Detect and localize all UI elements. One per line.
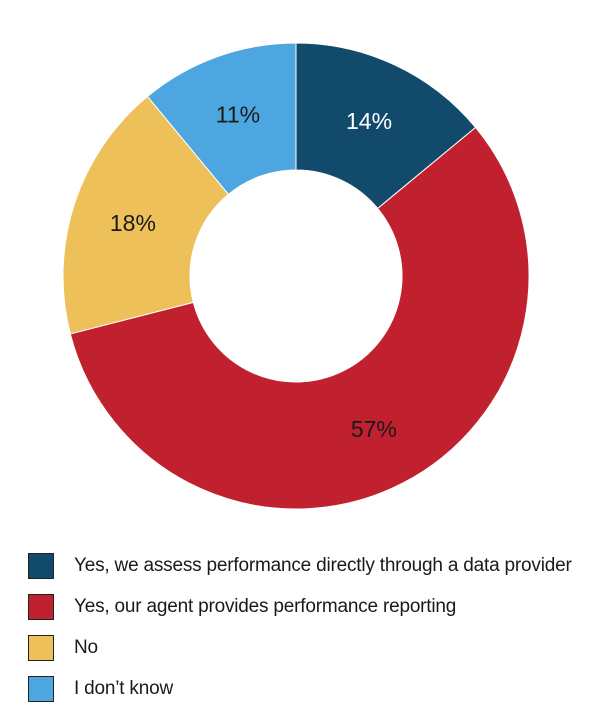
slice-value-label: 57%: [351, 416, 397, 442]
legend-swatch: [28, 553, 54, 579]
slice-value-label: 14%: [346, 108, 392, 134]
legend-item-data-provider: Yes, we assess performance directly thro…: [28, 552, 572, 580]
legend-swatch: [28, 635, 54, 661]
legend-label: I don’t know: [74, 678, 173, 699]
chart-legend: Yes, we assess performance directly thro…: [28, 552, 572, 716]
legend-item-no: No: [28, 634, 572, 662]
legend-label: Yes, we assess performance directly thro…: [74, 555, 572, 576]
slice-data-provider: [295, 42, 477, 210]
legend-swatch: [28, 594, 54, 620]
legend-swatch: [28, 676, 54, 702]
legend-label: No: [74, 637, 98, 658]
slice-agent-reporting: [69, 126, 530, 510]
slice-value-label: 11%: [216, 102, 260, 128]
slice-value-label: 18%: [110, 210, 156, 236]
legend-label: Yes, our agent provides performance repo…: [74, 596, 457, 617]
donut-chart-plot: 14% 57% 18% 11%: [62, 42, 530, 510]
legend-item-dont-know: I don’t know: [28, 675, 572, 703]
slice-dont-know: [146, 42, 297, 196]
slice-no: [62, 95, 230, 335]
legend-item-agent-reporting: Yes, our agent provides performance repo…: [28, 593, 572, 621]
